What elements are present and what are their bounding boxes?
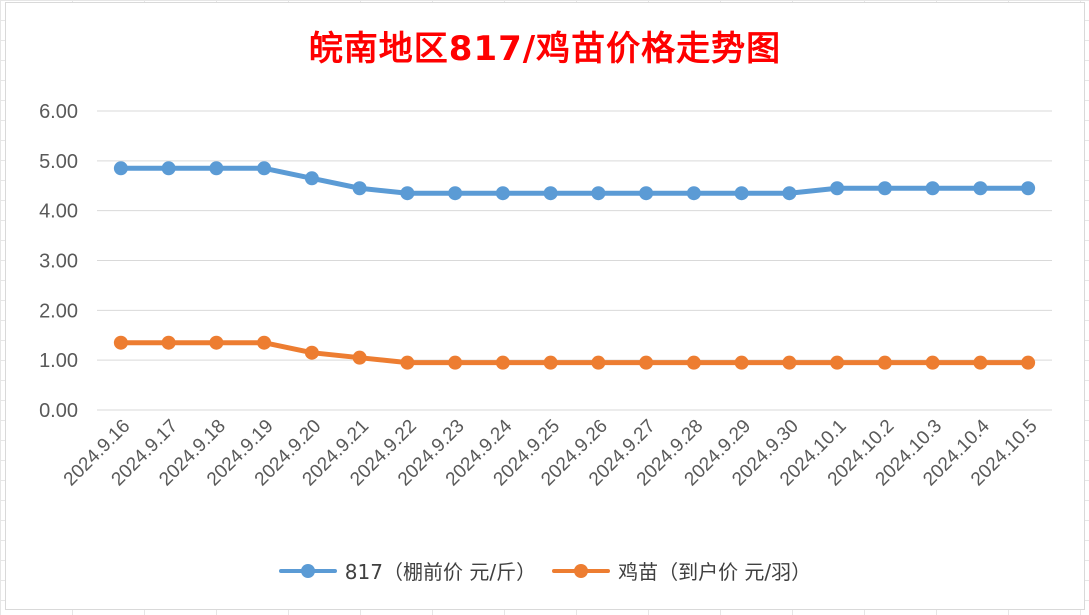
data-point-1-17[interactable] <box>925 355 940 370</box>
data-point-1-3[interactable] <box>257 335 272 350</box>
y-tick-label: 5.00 <box>39 151 78 173</box>
chart-title: 皖南地区817/鸡苗价格走势图 <box>308 29 782 69</box>
legend-marker-chick <box>574 563 589 578</box>
data-point-1-8[interactable] <box>495 355 510 370</box>
data-point-1-18[interactable] <box>973 355 988 370</box>
data-point-0-0[interactable] <box>113 161 128 176</box>
data-point-0-16[interactable] <box>877 181 892 196</box>
plot-area: 0.00 1.00 2.00 3.00 4.00 5.00 6.00 2024.9.1620… <box>39 101 1052 490</box>
data-point-0-19[interactable] <box>1021 181 1036 196</box>
legend: 817（棚前价 元/斤） 鸡苗（到户价 元/羽） <box>6 556 1084 585</box>
y-tick-label: 6.00 <box>39 101 78 123</box>
data-point-0-10[interactable] <box>591 186 606 201</box>
data-point-1-6[interactable] <box>400 355 415 370</box>
data-point-1-4[interactable] <box>304 345 319 360</box>
chart-area[interactable]: 皖南地区817/鸡苗价格走势图 0.00 1.00 2.00 3.00 4.00 5.00… <box>5 2 1085 610</box>
data-point-0-15[interactable] <box>830 181 845 196</box>
series-line-1 <box>118 340 1031 366</box>
data-point-0-11[interactable] <box>639 186 654 201</box>
data-point-0-18[interactable] <box>973 181 988 196</box>
data-point-1-1[interactable] <box>161 335 176 350</box>
data-point-1-15[interactable] <box>830 355 845 370</box>
gridlines <box>97 110 1052 411</box>
series-line-0 <box>118 165 1031 196</box>
legend-item-chick[interactable]: 鸡苗（到户价 元/羽） <box>552 556 811 585</box>
data-point-0-12[interactable] <box>686 186 701 201</box>
data-point-0-14[interactable] <box>782 186 797 201</box>
data-point-1-2[interactable] <box>209 335 224 350</box>
y-tick-label: 0.00 <box>39 400 78 422</box>
legend-label-817: 817（棚前价 元/斤） <box>344 560 537 584</box>
series-layer <box>113 161 1036 370</box>
data-point-0-2[interactable] <box>209 161 224 176</box>
data-point-0-9[interactable] <box>543 186 558 201</box>
y-tick-label: 4.00 <box>39 201 78 223</box>
data-point-1-14[interactable] <box>782 355 797 370</box>
data-point-0-5[interactable] <box>352 181 367 196</box>
data-point-1-7[interactable] <box>448 355 463 370</box>
data-point-1-5[interactable] <box>352 350 367 365</box>
data-point-1-0[interactable] <box>113 335 128 350</box>
data-point-0-1[interactable] <box>161 161 176 176</box>
data-point-1-16[interactable] <box>877 355 892 370</box>
legend-label-chick: 鸡苗（到户价 元/羽） <box>618 560 812 584</box>
data-point-1-10[interactable] <box>591 355 606 370</box>
y-tick-label: 3.00 <box>39 251 78 273</box>
data-point-0-4[interactable] <box>304 171 319 186</box>
data-point-0-17[interactable] <box>925 181 940 196</box>
y-axis-ticks: 0.00 1.00 2.00 3.00 4.00 5.00 6.00 <box>39 101 78 422</box>
data-point-1-9[interactable] <box>543 355 558 370</box>
x-axis-ticks: 2024.9.162024.9.172024.9.182024.9.192024… <box>60 415 1042 490</box>
data-point-0-3[interactable] <box>257 161 272 176</box>
data-point-0-7[interactable] <box>448 186 463 201</box>
data-point-1-13[interactable] <box>734 355 749 370</box>
data-point-1-11[interactable] <box>639 355 654 370</box>
legend-swatch-817 <box>278 563 337 578</box>
legend-swatch-chick <box>552 563 611 578</box>
legend-marker-817 <box>300 563 315 578</box>
y-tick-label: 2.00 <box>39 300 78 322</box>
data-point-1-19[interactable] <box>1021 355 1036 370</box>
data-point-1-12[interactable] <box>686 355 701 370</box>
data-point-0-6[interactable] <box>400 186 415 201</box>
data-point-0-13[interactable] <box>734 186 749 201</box>
y-tick-label: 1.00 <box>39 350 78 372</box>
legend-item-817[interactable]: 817（棚前价 元/斤） <box>278 556 537 585</box>
data-point-0-8[interactable] <box>495 186 510 201</box>
